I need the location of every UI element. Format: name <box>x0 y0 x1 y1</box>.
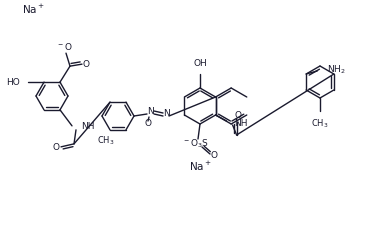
Text: $^-$O$_3$S: $^-$O$_3$S <box>182 138 209 150</box>
Text: N: N <box>163 110 169 118</box>
Text: O: O <box>210 151 217 161</box>
Text: O: O <box>144 118 151 128</box>
Text: O: O <box>53 143 60 152</box>
Text: Na$^+$: Na$^+$ <box>22 2 45 15</box>
Text: CH$_3$: CH$_3$ <box>97 135 115 147</box>
Text: CH$_3$: CH$_3$ <box>311 117 329 129</box>
Text: NH: NH <box>235 120 248 128</box>
Text: NH$_2$: NH$_2$ <box>327 64 346 76</box>
Text: OH: OH <box>193 59 207 68</box>
Text: N: N <box>147 107 153 117</box>
Text: HO: HO <box>6 78 20 87</box>
Text: NH: NH <box>81 122 94 131</box>
Text: Na$^+$: Na$^+$ <box>188 159 211 172</box>
Text: O: O <box>82 60 90 69</box>
Text: $^-$O: $^-$O <box>56 41 72 52</box>
Text: O: O <box>234 111 241 121</box>
